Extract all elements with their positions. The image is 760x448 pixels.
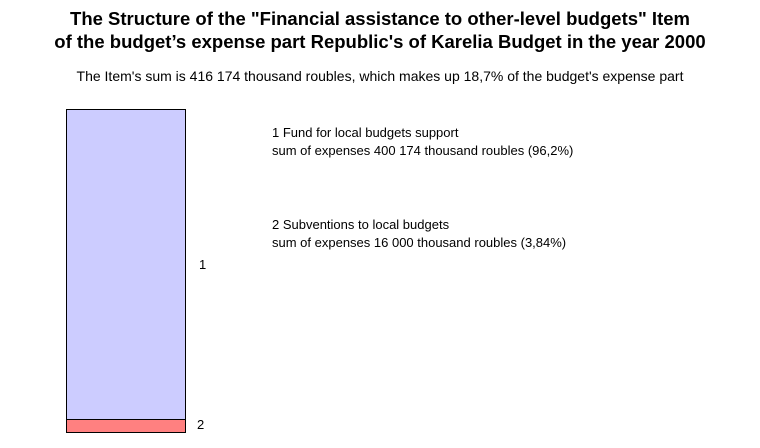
bar-segment-subventions [66, 419, 186, 433]
legend-item-2-title: 2 Subventions to local budgets [272, 217, 450, 232]
bar-segment-1-label: 1 [199, 257, 207, 272]
chart-title: The Structure of the "Financial assistan… [0, 7, 760, 53]
legend-item-2-detail: sum of expenses 16 000 thousand roubles … [272, 235, 567, 250]
legend-item-1-detail: sum of expenses 400 174 thousand roubles… [272, 143, 574, 158]
chart-subtitle: The Item's sum is 416 174 thousand roubl… [76, 68, 684, 84]
legend-item-2: 2 Subventions to local budgets sum of ex… [272, 216, 566, 252]
bar-segment-2-label: 2 [197, 417, 205, 432]
stacked-bar [66, 109, 186, 433]
legend-item-1: 1 Fund for local budgets support sum of … [272, 124, 573, 160]
chart-title-line2: of the budget’s expense part Republic's … [54, 31, 706, 52]
legend-item-1-title: 1 Fund for local budgets support [272, 125, 459, 140]
chart-title-line1: The Structure of the "Financial assistan… [70, 8, 690, 29]
bar-segment-fund-for-local-budgets [66, 109, 186, 420]
